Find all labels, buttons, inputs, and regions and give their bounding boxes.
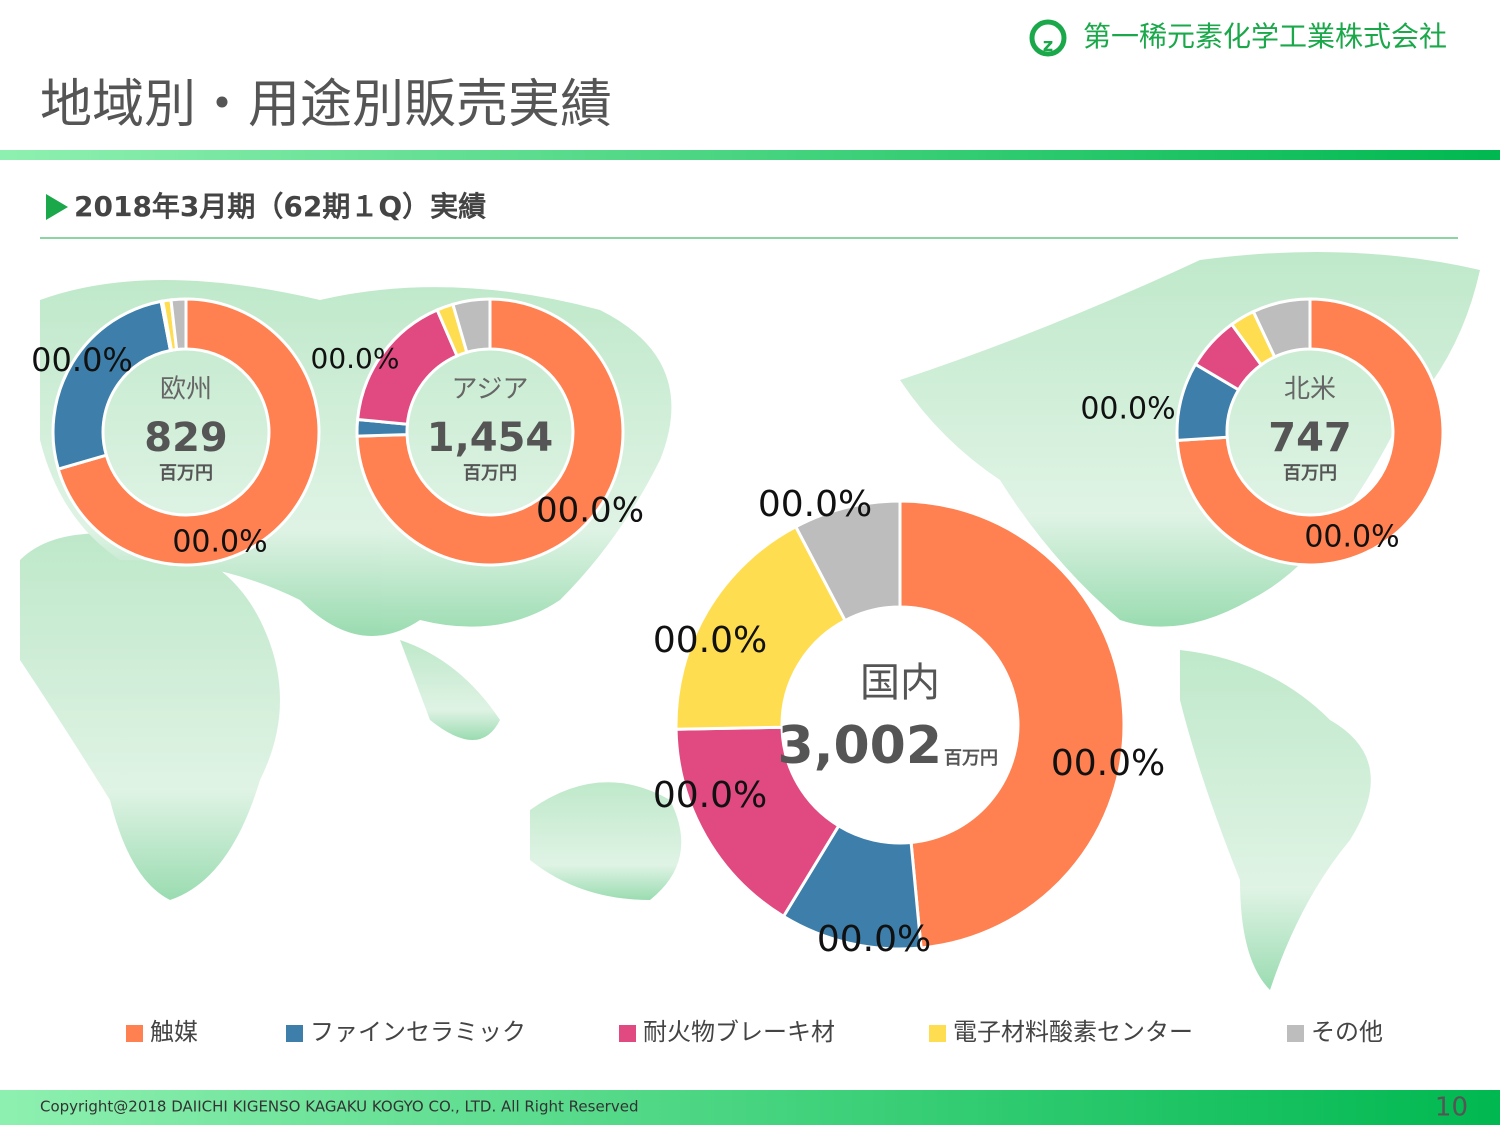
donut-unit: 百万円 xyxy=(463,463,517,484)
legend-swatch xyxy=(126,1025,143,1042)
logo xyxy=(1029,19,1067,57)
donut-title: 北米 xyxy=(1284,375,1336,405)
legend-label: ファインセラミック xyxy=(310,1018,526,1046)
legend-label: 耐火物ブレーキ材 xyxy=(643,1018,835,1046)
data-label: 00.0% xyxy=(536,491,644,531)
donut-slice xyxy=(51,299,173,471)
donut-slice xyxy=(451,297,492,355)
page-number: 10 xyxy=(1435,1093,1468,1123)
legend-swatch xyxy=(1287,1025,1304,1042)
data-label: 00.0% xyxy=(311,342,400,375)
donut-slice xyxy=(898,499,1126,950)
donut-unit: 百万円 xyxy=(159,463,213,484)
donut-unit: 百万円 xyxy=(1283,463,1337,484)
data-label: 00.0% xyxy=(1080,392,1175,427)
donut-slice xyxy=(1175,297,1445,567)
data-label: 00.0% xyxy=(31,341,133,379)
data-label: 00.0% xyxy=(172,525,267,560)
legend-swatch xyxy=(929,1025,946,1042)
data-label: 00.0% xyxy=(653,620,767,661)
logo-letter: z xyxy=(1043,35,1053,56)
donut-slice xyxy=(169,297,188,352)
donut-title: アジア xyxy=(452,375,529,405)
donut-total: 3,002 xyxy=(778,716,942,776)
donut-total: 829 xyxy=(144,415,228,461)
data-label: 00.0% xyxy=(1051,743,1165,784)
donut-slice xyxy=(355,297,625,567)
legend-label: 触媒 xyxy=(150,1018,198,1046)
data-label: 00.0% xyxy=(817,919,931,960)
data-label: 00.0% xyxy=(1304,520,1399,555)
data-label: 00.0% xyxy=(653,775,767,816)
legend-swatch xyxy=(619,1025,636,1042)
copyright: Copyright@2018 DAIICHI KIGENSO KAGAKU KO… xyxy=(40,1098,638,1116)
donut-slice xyxy=(1251,297,1312,359)
donut-title: 欧州 xyxy=(160,375,212,405)
title-bar xyxy=(0,150,1500,160)
donut-unit: 百万円 xyxy=(944,748,998,769)
bullet xyxy=(46,194,68,220)
donut-total: 1,454 xyxy=(427,415,554,461)
donut-slice xyxy=(674,725,841,919)
slide-title: 地域別・用途別販売実績 xyxy=(40,75,612,135)
company: 第一稀元素化学工業株式会社 xyxy=(1083,20,1447,53)
subtitle: 2018年3月期（62期１Q）実績 xyxy=(74,190,486,223)
data-label: 00.0% xyxy=(758,484,872,525)
legend-swatch xyxy=(286,1025,303,1042)
donut-slice xyxy=(793,499,902,623)
legend-label: 電子材料酸素センター xyxy=(953,1018,1193,1046)
footer-bar xyxy=(0,1090,1500,1125)
donut-total: 747 xyxy=(1268,415,1352,461)
donut-slice xyxy=(674,524,848,731)
donut-slice xyxy=(56,297,321,567)
donut-title: 国内 xyxy=(860,660,940,706)
legend-label: その他 xyxy=(1311,1018,1383,1046)
